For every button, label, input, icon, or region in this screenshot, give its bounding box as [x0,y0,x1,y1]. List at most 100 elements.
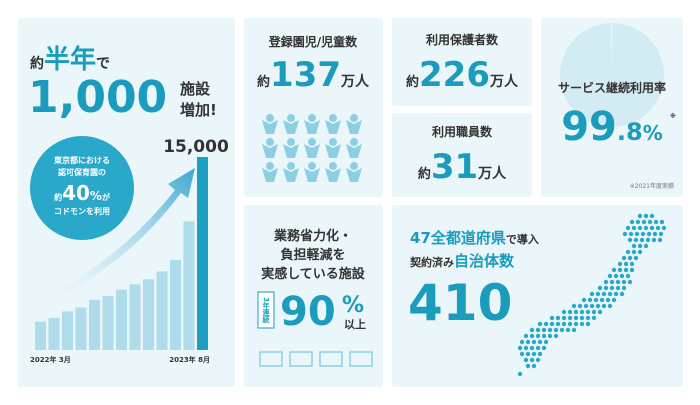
map-dot [621,285,627,291]
pie [560,23,664,127]
map-dot [547,333,553,339]
map-dot [623,261,629,267]
map-dot [553,333,559,339]
text: 実感している施設 [261,266,366,282]
map-dot [634,231,640,237]
title: 利用職員数 [432,124,493,139]
headline: 約半年で [30,44,110,75]
map-dot [561,309,567,315]
text: 万人 [340,73,370,90]
map-dot [637,213,643,219]
text: 約 [30,55,44,72]
map-dot [640,231,646,237]
map-dot [658,231,664,237]
map-dot [613,273,619,279]
text: ※ [670,113,676,120]
badge: 東京都における 認可保育園の 約40%が コドモンを利用 [54,155,111,216]
map-dot [649,225,655,231]
box-icon [319,351,343,367]
map-dot [541,345,547,351]
map-dot [523,333,529,339]
map-dot [589,291,595,297]
box-icon [289,351,313,367]
bar [75,307,87,350]
text: 約 [406,74,419,90]
map-dot [641,219,647,225]
text: コドモンを利用 [54,206,110,216]
map-dot [653,219,659,225]
map-dot [635,219,641,225]
map-dot [619,273,625,279]
map-dot [652,231,658,237]
map-dot [617,267,623,273]
title: 利用保護者数 [426,32,499,47]
text: が [102,192,111,202]
text: 業務省力化・ [273,228,352,244]
map-dot [561,315,567,321]
bar [156,271,168,350]
map-dot [609,285,615,291]
map-dot [601,303,607,309]
bar [129,284,141,350]
text: 226 [419,55,490,95]
person-icon [304,168,320,182]
text: 負担軽減を [280,247,345,263]
bar [143,279,154,350]
map-dot [543,321,549,327]
person-icon [329,138,337,146]
map-dot [631,243,637,249]
text: 増加! [180,101,217,119]
map-dot [627,279,633,285]
text: 47 [410,229,431,247]
map-dot [579,315,585,321]
map-dot [622,231,628,237]
map-dot [628,231,634,237]
map-dot [529,327,535,333]
map-dot [605,297,611,303]
stat: 99.8% [561,104,663,150]
peak-label: 15,000 [163,137,229,157]
text: 137 [270,55,341,95]
map-dot [637,225,643,231]
map-dot [587,297,593,303]
unit: 施設 [180,80,211,98]
bar [48,317,60,350]
person-icon [287,114,295,122]
map-dot [625,249,631,255]
person-icon [304,144,320,158]
note: ※2021年度実績 [630,182,674,190]
map-dot [585,321,591,327]
person-icon [283,120,299,134]
map-dot [615,285,621,291]
map-dot [619,291,625,297]
badge-text: 3年連続 [262,297,271,324]
map-dot [555,321,561,327]
map-dot [525,351,531,357]
map-dot [531,351,537,357]
person-icon [266,162,274,170]
map-dot [535,327,541,333]
text: 全都道府県 [430,229,506,247]
text: % [342,293,364,318]
map-dot [529,345,535,351]
map-dot [601,291,607,297]
text: 東京都における [54,155,110,165]
person-icon [283,168,299,182]
map-dot [537,351,543,357]
map-dot [637,243,643,249]
map-dot [617,261,623,267]
map-dot [573,321,579,327]
map-dot [567,321,573,327]
bar [170,259,181,350]
person-icon [329,162,337,170]
map-dot [585,309,591,315]
map-dot [541,333,547,339]
map-dot [517,371,523,377]
person-icon [308,138,316,146]
pie-rest [611,23,612,75]
person-icon [329,114,337,122]
text: 自治体数 [454,252,515,270]
map-dot [661,225,667,231]
map-dot [659,219,665,225]
text: 約 [257,74,270,90]
